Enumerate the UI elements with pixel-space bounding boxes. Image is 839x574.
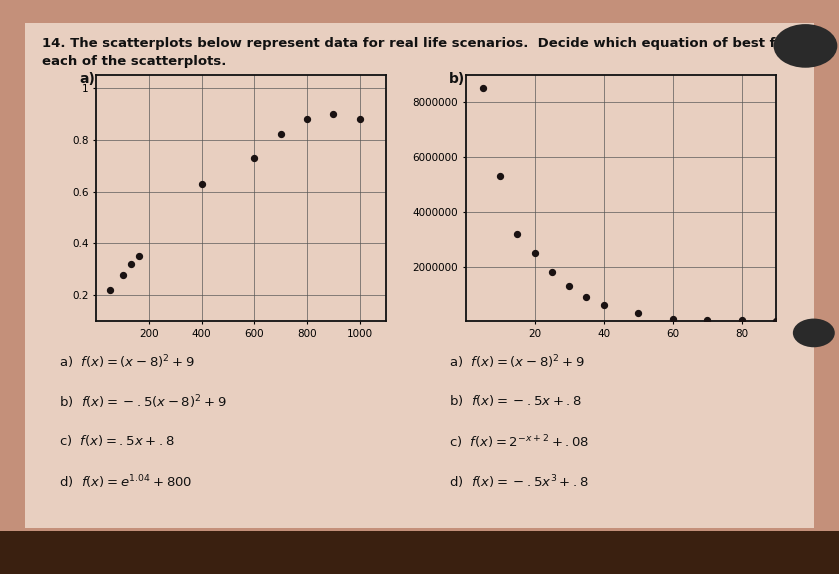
Point — [511, 229, 524, 238]
Point — [597, 300, 610, 309]
Point — [248, 153, 261, 162]
Text: a)  $f(x) = (x-8)^2 + 9$: a) $f(x) = (x-8)^2 + 9$ — [449, 353, 585, 371]
Point — [103, 286, 117, 295]
Text: a): a) — [80, 72, 96, 86]
Point — [116, 270, 129, 280]
Text: 14. The scatterplots below represent data for real life scenarios.  Decide which: 14. The scatterplots below represent dat… — [42, 37, 837, 51]
Point — [735, 316, 748, 325]
Text: d)  $f(x) = -.5x^3 + .8$: d) $f(x) = -.5x^3 + .8$ — [449, 474, 589, 491]
Point — [274, 130, 288, 139]
Point — [769, 316, 783, 325]
Point — [493, 172, 507, 181]
Point — [326, 109, 340, 118]
Point — [701, 315, 714, 324]
Point — [353, 114, 367, 123]
Point — [124, 259, 138, 269]
Text: c)  $f(x) = 2^{-x+2} + .08$: c) $f(x) = 2^{-x+2} + .08$ — [449, 433, 589, 451]
Point — [132, 252, 145, 261]
Text: b)  $f(x) = -.5(x-8)^2 + 9$: b) $f(x) = -.5(x-8)^2 + 9$ — [59, 393, 227, 411]
Point — [477, 84, 490, 93]
Point — [632, 309, 645, 318]
Text: c)  $f(x) = .5x + .8$: c) $f(x) = .5x + .8$ — [59, 433, 175, 448]
Point — [580, 292, 593, 301]
Point — [562, 281, 576, 290]
Text: b)  $f(x) = -.5x + .8$: b) $f(x) = -.5x + .8$ — [449, 393, 582, 408]
Text: a)  $f(x) = (x-8)^2 + 9$: a) $f(x) = (x-8)^2 + 9$ — [59, 353, 195, 371]
Text: each of the scatterplots.: each of the scatterplots. — [42, 55, 227, 68]
Point — [666, 314, 680, 323]
Point — [300, 114, 314, 123]
Point — [195, 179, 208, 188]
Text: b): b) — [449, 72, 465, 86]
Point — [545, 267, 559, 277]
Text: d)  $f(x) = e^{1.04} + 800$: d) $f(x) = e^{1.04} + 800$ — [59, 474, 192, 491]
Point — [528, 249, 541, 258]
